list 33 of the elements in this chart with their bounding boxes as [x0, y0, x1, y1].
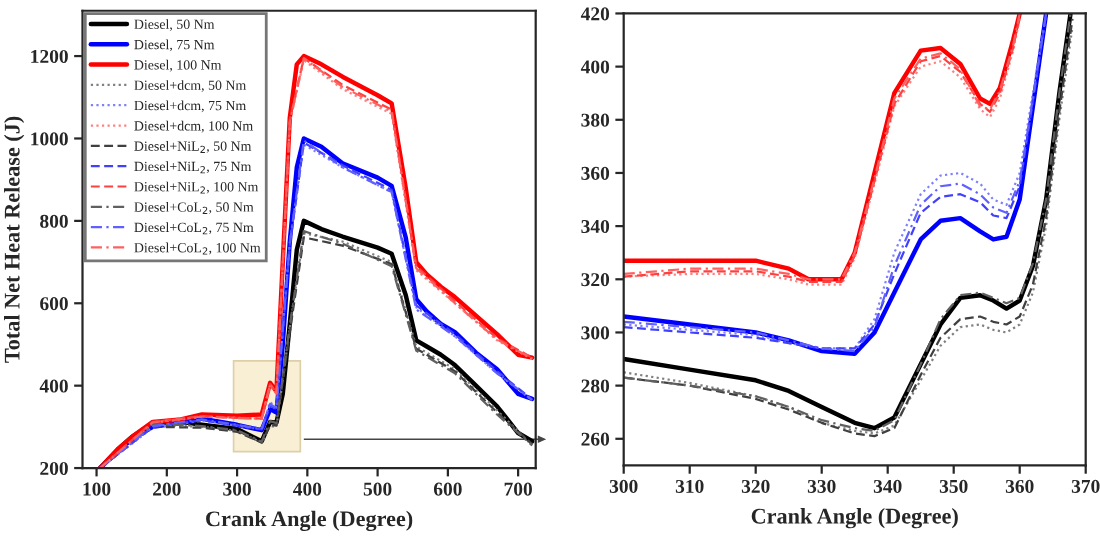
x-tick-label: 340 [873, 479, 902, 493]
y-tick-label: 1200 [31, 49, 68, 64]
y-tick-label: 400 [580, 60, 610, 74]
y-tick-label: 260 [581, 432, 610, 446]
y-tick-label: 280 [581, 379, 610, 393]
x-tick-label: 100 [83, 482, 111, 496]
y-tick-label: 600 [40, 297, 68, 311]
y-tick-label: 320 [581, 273, 610, 287]
y-tick-label: 1000 [31, 132, 68, 146]
x-tick-label: 400 [293, 482, 322, 496]
x-tick-label: 500 [363, 482, 392, 496]
x-axis-title: Crank Angle (Degree) [206, 510, 413, 532]
x-tick-label: 200 [153, 482, 181, 496]
x-tick-label: 700 [504, 482, 532, 496]
y-tick-label: 420 [580, 7, 610, 21]
y-tick-label: 340 [581, 219, 610, 234]
x-tick-label: 360 [1005, 479, 1034, 493]
x-tick-label: 310 [675, 479, 704, 493]
y-tick-label: 380 [581, 113, 610, 127]
y-tick-label: 800 [40, 214, 68, 228]
x-tick-label: 370 [1071, 479, 1100, 493]
x-tick-label: 350 [939, 479, 968, 493]
x-tick-label: 300 [223, 482, 251, 496]
x-tick-label: 300 [609, 479, 638, 493]
x-tick-label: 600 [433, 482, 462, 496]
y-tick-label: 400 [39, 379, 68, 393]
y-tick-label: 360 [581, 166, 610, 180]
y-tick-label: 300 [581, 326, 610, 340]
x-tick-label: 330 [807, 479, 836, 493]
x-axis-title: Crank Angle (Degree) [751, 508, 958, 529]
y-tick-label: 200 [40, 461, 68, 475]
x-tick-label: 320 [741, 479, 770, 493]
y-axis-title: Total Net Heat Release (J) [4, 116, 25, 363]
